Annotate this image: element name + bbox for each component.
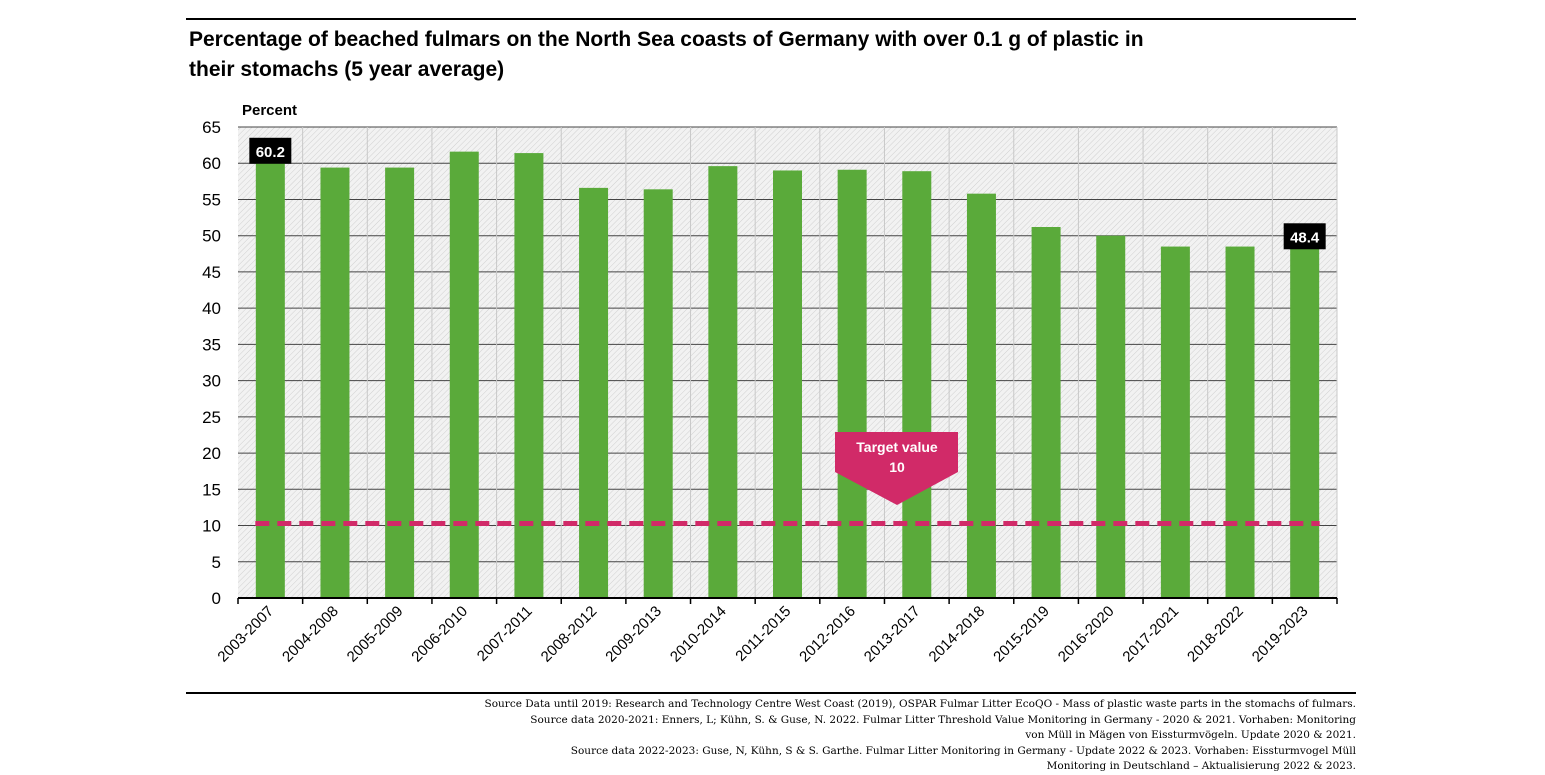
x-tick-label: 2011-2015 [732,603,794,665]
y-tick-label: 50 [202,227,221,246]
y-tick-label: 60 [202,154,221,173]
source-line-2: Source data 2020-2021: Enners, L; Kühn, … [530,713,1356,726]
x-tick-label: 2003-2007 [214,603,277,666]
x-tick-label: 2018-2022 [1184,603,1247,666]
y-tick-label: 10 [202,517,221,536]
top-rule [186,18,1356,20]
x-tick-label: 2016-2020 [1055,603,1118,666]
chart-title-line-1: Percentage of beached fulmars on the Nor… [189,28,1144,51]
y-tick-label: 35 [202,335,221,354]
bar [1160,246,1190,599]
x-tick-label: 2004-2008 [279,603,342,666]
y-tick-label: 30 [202,372,221,391]
y-tick-label: 65 [202,118,221,137]
value-label-background [1283,223,1326,250]
y-tick-label: 0 [212,589,221,608]
bar [902,171,932,598]
bar [514,153,544,598]
x-tick-label: 2013-2017 [861,603,924,666]
bar [966,193,996,598]
y-tick-label: 5 [212,553,221,572]
bar [1225,246,1255,599]
bar [385,167,415,598]
target-line-group: Target value 10 [255,432,1320,527]
y-tick-label: 40 [202,299,221,318]
bar-chart: Target value 10 0 5 10 15 20 25 30 35 40 45 50 55 60 6… [202,102,1338,666]
y-tick-label: 20 [202,444,221,463]
value-labels: 60.2 48.4 [249,137,1326,250]
sources: Source Data until 2019: Research and Tec… [456,697,1356,775]
x-tick-label: 2007-2011 [474,603,536,665]
target-callout-value: 10 [889,459,905,475]
x-tick-label: 2008-2012 [538,603,601,666]
bottom-rule [186,692,1356,694]
x-tick-label: 2006-2010 [408,603,471,666]
bar [773,170,802,598]
bar [255,161,285,598]
y-tick-label: 15 [202,480,221,499]
source-line-3: von Müll in Mägen von Eissturmvögeln. Up… [1025,729,1356,741]
bar [1290,247,1320,599]
bar [320,167,350,598]
x-tick-label: 2010-2014 [667,603,730,666]
source-line-4: Source data 2022-2023: Guse, N, Kühn, S … [570,744,1356,757]
bar [837,169,867,598]
y-tick-label: 25 [202,408,221,427]
x-tick-label: 2012-2016 [796,603,859,666]
chart-title-line-2: their stomachs (5 year average) [189,58,505,81]
x-tick-label: 2017-2021 [1119,603,1182,666]
x-tick-label: 2015-2019 [990,603,1053,666]
value-label: 60.2 [256,144,285,161]
bar [1031,226,1061,598]
value-label-background [249,137,292,164]
target-callout [835,432,958,505]
y-tick-label: 55 [202,190,221,209]
y-tick-label: 45 [202,263,221,282]
chart-title: Percentage of beached fulmars on the Nor… [189,25,1189,85]
bar [708,166,738,599]
target-callout-label: Target value [856,439,938,455]
x-tick-label: 2009-2013 [602,603,665,666]
bar [1096,235,1126,598]
y-axis-title: Percent [242,102,297,119]
source-line-1: Source Data until 2019: Research and Tec… [484,698,1356,710]
source-line-5: Monitoring in Deutschland – Aktualisieru… [1046,760,1356,772]
bar [449,151,479,599]
value-label: 48.4 [1290,229,1320,246]
x-tick-label: 2019-2023 [1249,603,1312,666]
bar [579,187,609,599]
x-tick-label: 2005-2009 [344,603,407,666]
x-tick-label: 2014-2018 [926,603,989,666]
bar [643,189,673,598]
